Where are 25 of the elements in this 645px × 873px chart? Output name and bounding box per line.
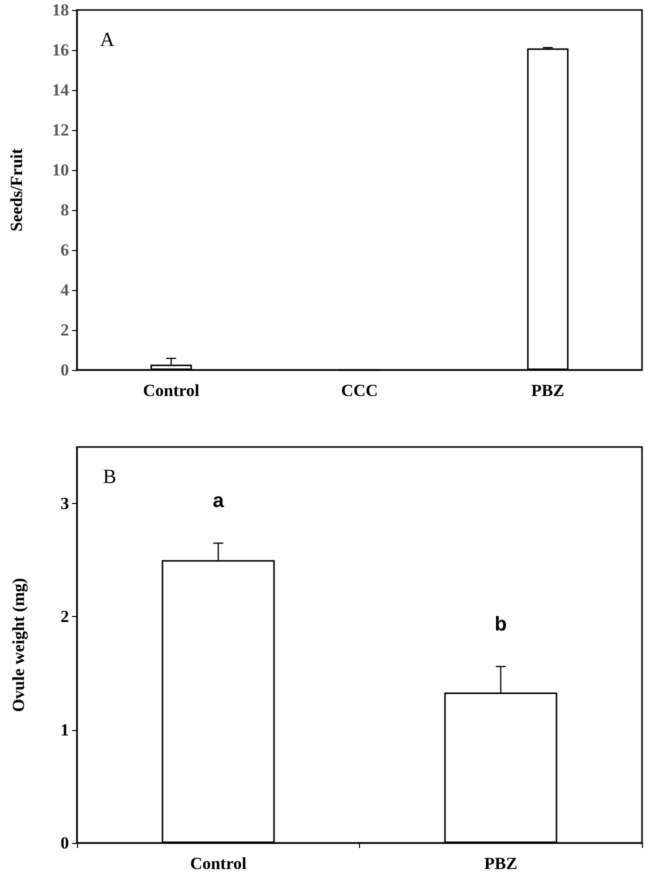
x-tick-label: Control: [190, 854, 247, 873]
y-tick-label: 10: [52, 160, 69, 180]
y-axis-title: Seeds/Fruit: [7, 148, 26, 232]
y-tick-label: 6: [60, 240, 69, 260]
y-tick-label: 12: [52, 120, 69, 140]
y-tick-label: 2: [60, 607, 69, 626]
y-axis-title: Ovule weight (mg): [9, 578, 28, 712]
x-tick-label: Control: [142, 381, 200, 400]
y-tick-label: 2: [60, 320, 69, 340]
annotation: b: [494, 613, 507, 636]
y-tick-label: 18: [52, 0, 69, 20]
annotation: B: [103, 466, 116, 488]
x-tick-label: PBZ: [531, 381, 564, 400]
y-tick-label: 0: [60, 360, 69, 380]
y-tick-label: 1: [60, 720, 69, 740]
annotation: A: [100, 29, 115, 51]
y-tick-label: 4: [60, 280, 70, 300]
x-tick-label: CCC: [341, 381, 378, 400]
annotation: a: [212, 490, 225, 512]
y-tick-label: 0: [60, 834, 69, 852]
y-tick-label: 16: [52, 40, 69, 60]
y-tick-label: 14: [52, 80, 70, 100]
y-tick-label: 3: [60, 494, 69, 514]
x-tick-label: PBZ: [484, 854, 518, 873]
y-tick-label: 8: [60, 200, 69, 220]
